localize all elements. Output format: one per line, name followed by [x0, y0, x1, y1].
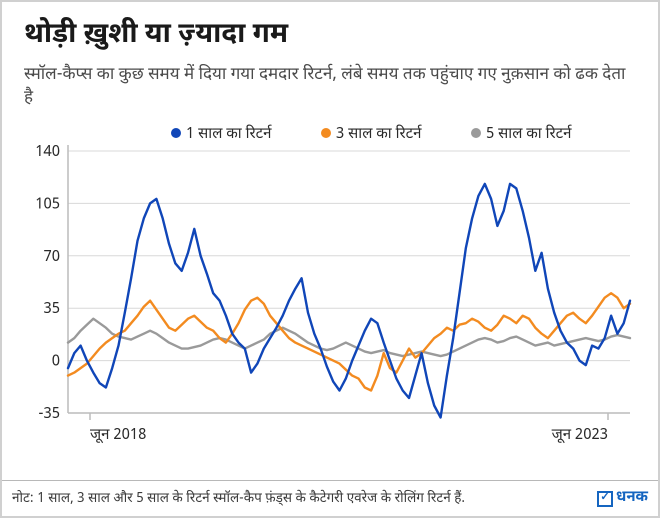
- brand-logo: ✓ धनक: [597, 489, 648, 508]
- svg-text:35: 35: [43, 301, 60, 320]
- footer: नोट: 1 साल, 3 साल और 5 साल के रिटर्न स्म…: [2, 480, 658, 516]
- footnote-text: नोट: 1 साल, 3 साल और 5 साल के रिटर्न स्म…: [12, 490, 465, 508]
- svg-text:1 साल का रिटर्न: 1 साल का रिटर्न: [186, 124, 272, 145]
- brand-text: धनक: [616, 489, 648, 508]
- svg-text:जून 2023: जून 2023: [552, 427, 608, 446]
- svg-text:जून 2018: जून 2018: [90, 427, 146, 446]
- chart-title: थोड़ी ख़ुशी या ज़्यादा गम: [24, 20, 636, 54]
- svg-text:-35: -35: [38, 406, 60, 425]
- svg-text:70: 70: [43, 249, 60, 268]
- check-icon: ✓: [597, 491, 613, 507]
- chart-subtitle: स्मॉल-कैप्स का कुछ समय में दिया गया दमदा…: [24, 64, 636, 112]
- svg-text:105: 105: [35, 197, 60, 216]
- svg-text:5 साल का रिटर्न: 5 साल का रिटर्न: [486, 124, 572, 145]
- svg-text:3 साल का रिटर्न: 3 साल का रिटर्न: [336, 124, 422, 145]
- svg-text:0: 0: [52, 354, 60, 373]
- line-chart: -35 0 35 70 105 140 जून 2018 जून 2023 1 साल का र…: [24, 119, 644, 459]
- svg-text:140: 140: [35, 144, 60, 163]
